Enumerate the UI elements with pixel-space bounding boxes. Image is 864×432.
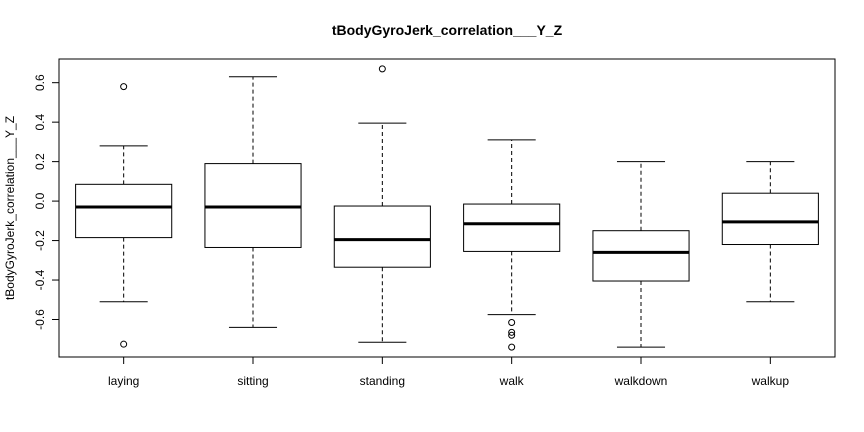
x-tick-label: sitting	[237, 374, 268, 388]
box-rect	[721, 192, 819, 246]
outlier-point	[508, 343, 516, 351]
y-tick-label: -0.2	[33, 230, 47, 251]
box-rect	[333, 205, 431, 268]
outlier-point	[508, 328, 516, 336]
x-tick-label: walkdown	[614, 374, 668, 388]
y-tick-label: 0.4	[33, 113, 47, 130]
box-standing	[333, 65, 431, 343]
plot-frame	[58, 58, 836, 358]
box-walkdown	[592, 161, 690, 348]
x-tick-label: standing	[360, 374, 405, 388]
box-sitting	[204, 76, 302, 328]
box-rect	[592, 230, 690, 282]
box-laying	[75, 83, 173, 348]
x-tick-label: walk	[499, 374, 525, 388]
y-tick-label: -0.6	[33, 309, 47, 330]
box-rect	[75, 183, 173, 239]
y-axis-label: tBodyGyroJerk_correlation___Y_Z	[3, 116, 17, 300]
box-rect	[463, 203, 561, 252]
y-axis: -0.6 -0.4 -0.2 0.0 0.2 0.4 0.6	[33, 74, 60, 330]
outlier-point	[508, 331, 516, 339]
box-walkup	[721, 161, 819, 303]
box-walk	[463, 139, 561, 351]
y-tick-label: 0.2	[33, 153, 47, 170]
chart-title: tBodyGyroJerk_correlation___Y_Z	[332, 22, 563, 38]
y-tick-label: 0.6	[33, 74, 47, 91]
x-tick-label: walkup	[751, 374, 790, 388]
x-tick-label: laying	[108, 374, 139, 388]
outlier-point	[378, 65, 386, 73]
x-axis: laying sitting standing walk walkdown walkup	[108, 356, 790, 388]
outlier-point	[120, 340, 128, 348]
outlier-point	[508, 318, 516, 326]
y-tick-label: -0.4	[33, 269, 47, 290]
boxes-group	[75, 65, 819, 351]
outlier-point	[120, 83, 128, 91]
y-tick-label: 0.0	[33, 192, 47, 209]
